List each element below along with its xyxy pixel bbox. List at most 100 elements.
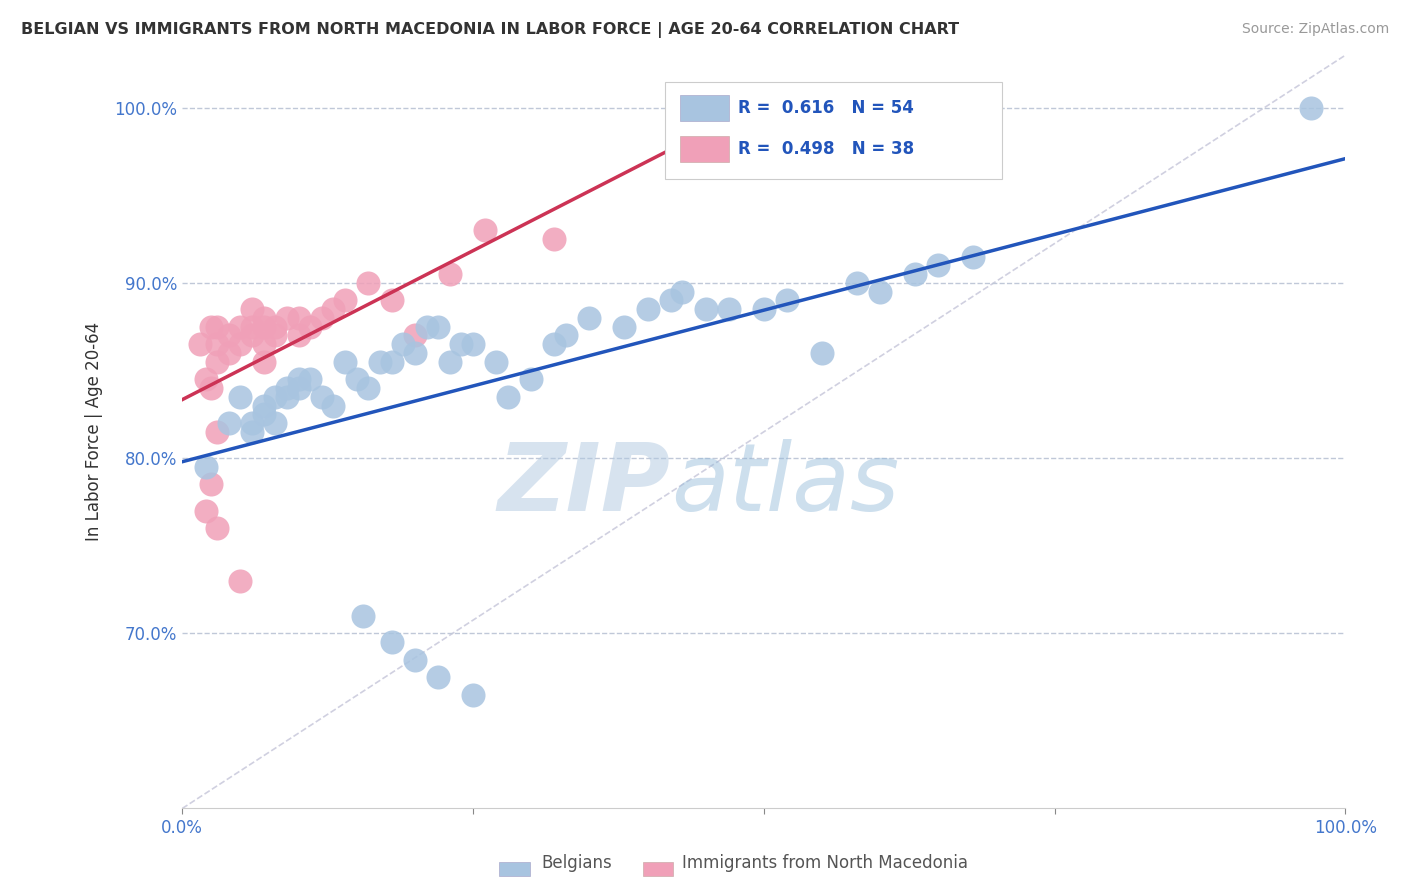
Point bbox=[404, 328, 426, 343]
Point bbox=[461, 337, 484, 351]
Point bbox=[229, 390, 252, 404]
Text: Belgians: Belgians bbox=[541, 855, 612, 872]
Point bbox=[904, 267, 927, 281]
Point bbox=[218, 346, 240, 360]
Point bbox=[311, 390, 333, 404]
Point bbox=[555, 328, 578, 343]
Point bbox=[811, 346, 834, 360]
Point bbox=[333, 355, 356, 369]
Point bbox=[264, 416, 287, 430]
FancyBboxPatch shape bbox=[681, 95, 728, 120]
Point bbox=[381, 355, 404, 369]
Point bbox=[200, 381, 222, 395]
Point bbox=[381, 293, 404, 308]
Point bbox=[287, 328, 309, 343]
Point bbox=[333, 293, 356, 308]
Point bbox=[205, 319, 228, 334]
Point bbox=[439, 267, 461, 281]
Point bbox=[427, 319, 450, 334]
Point bbox=[404, 652, 426, 666]
Y-axis label: In Labor Force | Age 20-64: In Labor Force | Age 20-64 bbox=[86, 322, 103, 541]
Point bbox=[229, 319, 252, 334]
Point bbox=[368, 355, 391, 369]
Point bbox=[276, 310, 298, 325]
Point bbox=[927, 258, 949, 272]
Text: BELGIAN VS IMMIGRANTS FROM NORTH MACEDONIA IN LABOR FORCE | AGE 20-64 CORRELATIO: BELGIAN VS IMMIGRANTS FROM NORTH MACEDON… bbox=[21, 22, 959, 38]
Point bbox=[659, 293, 682, 308]
Point bbox=[240, 425, 263, 439]
Point bbox=[613, 319, 636, 334]
Point bbox=[485, 355, 508, 369]
FancyBboxPatch shape bbox=[681, 136, 728, 162]
Point bbox=[311, 310, 333, 325]
Point bbox=[276, 390, 298, 404]
Point bbox=[299, 372, 322, 386]
Point bbox=[229, 574, 252, 588]
Point bbox=[194, 503, 217, 517]
Point bbox=[346, 372, 368, 386]
Text: R =  0.498   N = 38: R = 0.498 N = 38 bbox=[738, 140, 914, 158]
Point bbox=[253, 399, 276, 413]
Point bbox=[287, 310, 309, 325]
Text: atlas: atlas bbox=[671, 439, 898, 530]
Point bbox=[461, 688, 484, 702]
Point bbox=[240, 319, 263, 334]
Point bbox=[240, 416, 263, 430]
Point bbox=[200, 319, 222, 334]
Point bbox=[357, 276, 380, 290]
Point bbox=[322, 399, 344, 413]
Point bbox=[253, 319, 276, 334]
Point bbox=[229, 337, 252, 351]
Point bbox=[218, 416, 240, 430]
Point bbox=[299, 319, 322, 334]
Point bbox=[520, 372, 543, 386]
Point bbox=[543, 337, 565, 351]
Point bbox=[869, 285, 891, 299]
Text: Immigrants from North Macedonia: Immigrants from North Macedonia bbox=[682, 855, 967, 872]
Point bbox=[578, 310, 600, 325]
Point bbox=[439, 355, 461, 369]
Point bbox=[845, 276, 868, 290]
Point bbox=[240, 302, 263, 317]
Point bbox=[253, 310, 276, 325]
Point bbox=[671, 285, 693, 299]
Point bbox=[322, 302, 344, 317]
Point bbox=[1299, 101, 1322, 115]
Point bbox=[717, 302, 740, 317]
Point bbox=[474, 223, 496, 237]
Text: R =  0.616   N = 54: R = 0.616 N = 54 bbox=[738, 99, 914, 117]
Point bbox=[253, 337, 276, 351]
Point bbox=[543, 232, 565, 246]
Point bbox=[450, 337, 472, 351]
Point bbox=[404, 346, 426, 360]
Point bbox=[205, 521, 228, 535]
Point bbox=[381, 635, 404, 649]
Point bbox=[205, 337, 228, 351]
Point bbox=[776, 293, 799, 308]
Point bbox=[205, 425, 228, 439]
Point bbox=[276, 381, 298, 395]
Point bbox=[200, 477, 222, 491]
Text: Source: ZipAtlas.com: Source: ZipAtlas.com bbox=[1241, 22, 1389, 37]
Point bbox=[194, 372, 217, 386]
Point bbox=[287, 381, 309, 395]
Point bbox=[287, 372, 309, 386]
Point bbox=[427, 670, 450, 684]
Point bbox=[218, 328, 240, 343]
Point bbox=[240, 328, 263, 343]
Point bbox=[695, 302, 717, 317]
Point bbox=[253, 355, 276, 369]
Point bbox=[194, 459, 217, 474]
Point bbox=[496, 390, 519, 404]
Point bbox=[188, 337, 211, 351]
Point bbox=[205, 355, 228, 369]
Point bbox=[962, 250, 984, 264]
FancyBboxPatch shape bbox=[665, 81, 1002, 179]
Point bbox=[264, 390, 287, 404]
Point bbox=[264, 319, 287, 334]
Point bbox=[357, 381, 380, 395]
Point bbox=[264, 328, 287, 343]
Point bbox=[352, 608, 374, 623]
Point bbox=[415, 319, 437, 334]
Point bbox=[392, 337, 415, 351]
